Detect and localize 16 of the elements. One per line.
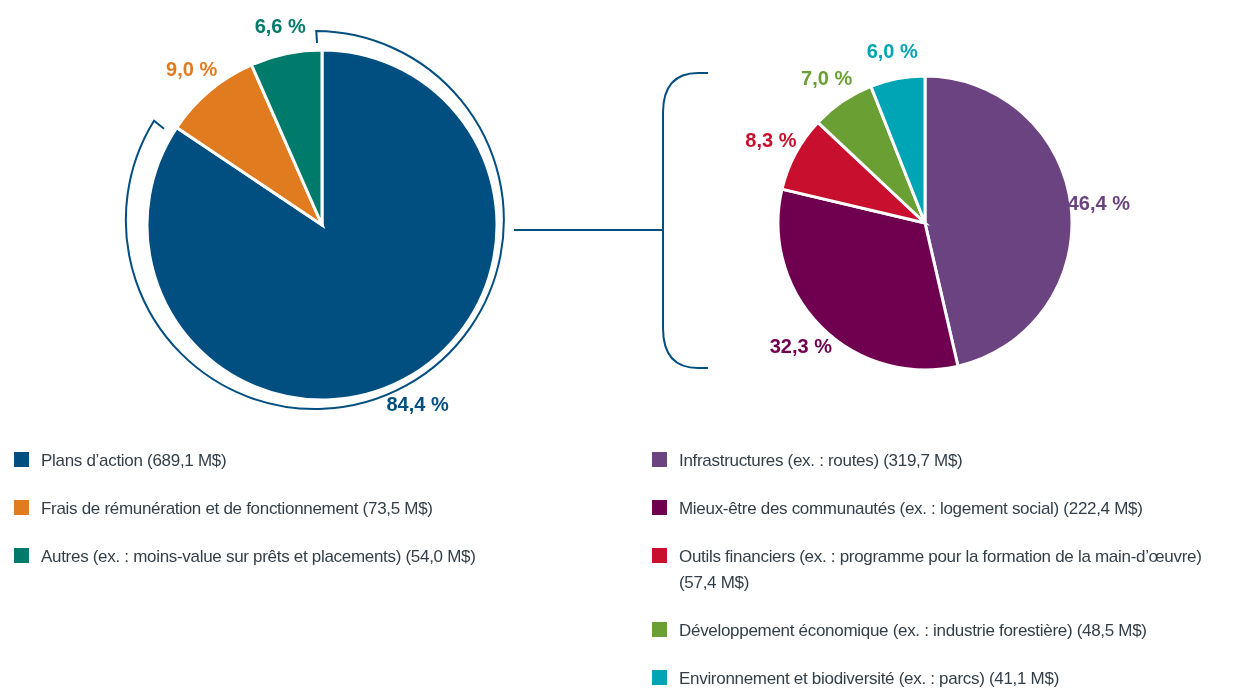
legend-label: Mieux-être des communautés (ex. : logement social) (222,4 M$) <box>679 498 1144 520</box>
legend-label: Plans d’action (689,1 M$) <box>41 450 228 472</box>
legend-label: Environnement et biodiversité (ex. : parcs) (41,1 M$) <box>679 668 1060 690</box>
legend-label: Frais de rémunération et de fonctionnement (73,5 M$) <box>41 498 434 520</box>
data-label: 7,0 % <box>801 67 853 90</box>
legend-label: Développement économique (ex. : industrie forestière) (48,5 M$) <box>679 620 1148 642</box>
legend-label: Outils financiers (ex. : programme pour la formation de la main-d’œuvre) (57,4 M$) <box>679 546 1203 594</box>
legend-label: Autres (ex. : moins-value sur prêts et placements) (54,0 M$) <box>41 546 477 568</box>
data-label: 46,4 % <box>1067 192 1131 215</box>
data-label: 8,3 % <box>745 129 797 152</box>
data-label: 32,3 % <box>769 335 833 358</box>
data-label: 84,4 % <box>386 393 449 416</box>
data-label: 6,0 % <box>866 40 918 63</box>
legend-label: Infrastructures (ex. : routes) (319,7 M$) <box>679 450 964 472</box>
data-label: 9,0 % <box>166 58 218 81</box>
data-label: 6,6 % <box>254 15 306 38</box>
